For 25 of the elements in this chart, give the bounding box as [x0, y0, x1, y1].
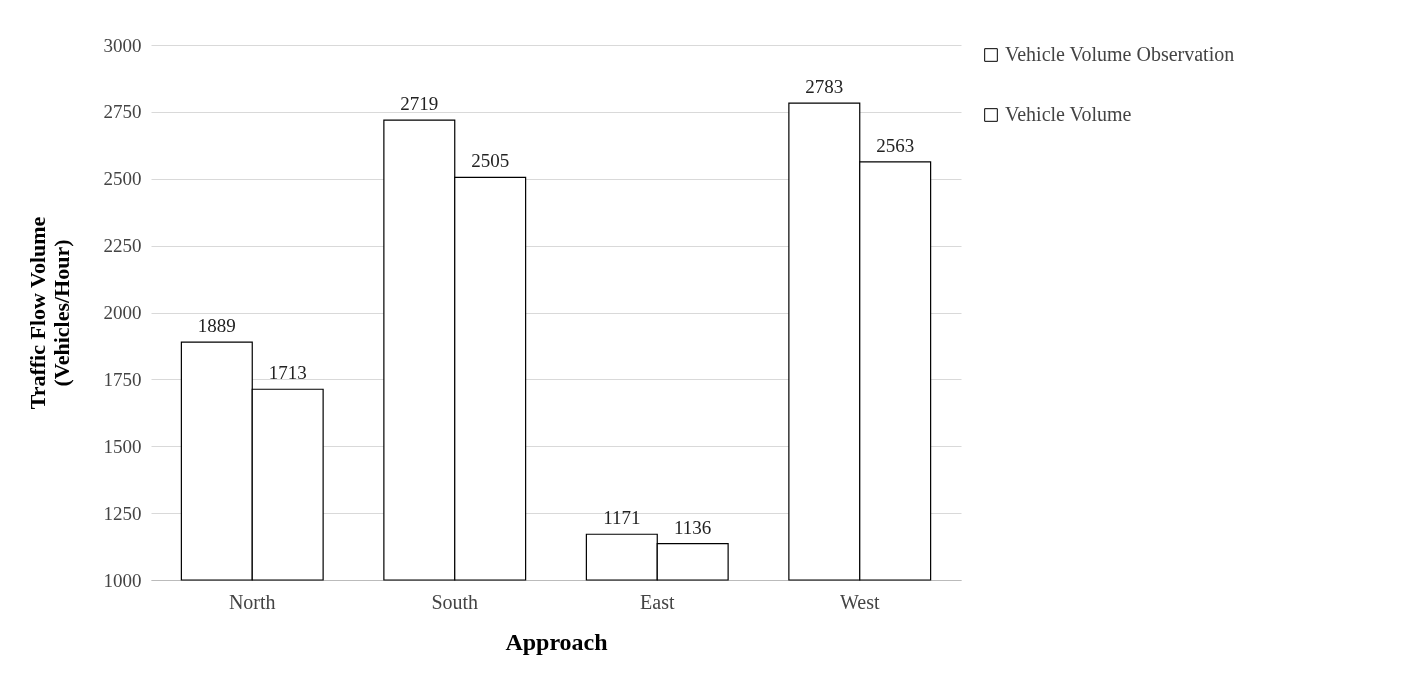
x-tick-label: North [228, 590, 276, 613]
data-label: 2783 [805, 76, 844, 98]
data-label: 1171 [603, 507, 641, 529]
y-tick-label: 1000 [103, 569, 142, 591]
y-tick-label: 2500 [103, 168, 142, 190]
legend-label: Vehicle Volume Observation [1005, 43, 1235, 65]
x-axis-title: Approach [505, 628, 608, 655]
x-tick-label: East [640, 590, 675, 613]
data-label: 1713 [268, 362, 307, 384]
y-tick-label: 2750 [103, 101, 142, 123]
data-label: 2563 [876, 134, 915, 156]
data-label: 1136 [674, 516, 712, 538]
data-label: 2505 [471, 150, 510, 172]
legend-label: Vehicle Volume [1005, 103, 1132, 125]
data-label: 1889 [197, 315, 236, 337]
y-tick-label: 1500 [103, 435, 142, 457]
data-label: 2719 [400, 93, 439, 115]
y-tick-label: 1750 [103, 368, 142, 390]
x-tick-label: West [840, 590, 880, 613]
y-tick-label: 2250 [103, 235, 142, 257]
y-tick-label: 3000 [103, 34, 142, 56]
y-tick-label: 1250 [103, 502, 142, 524]
x-tick-label: South [431, 590, 479, 613]
y-tick-label: 2000 [103, 302, 142, 323]
y-axis-title: Traffic Flow Volume (Vehicles/Hour) [24, 216, 74, 410]
